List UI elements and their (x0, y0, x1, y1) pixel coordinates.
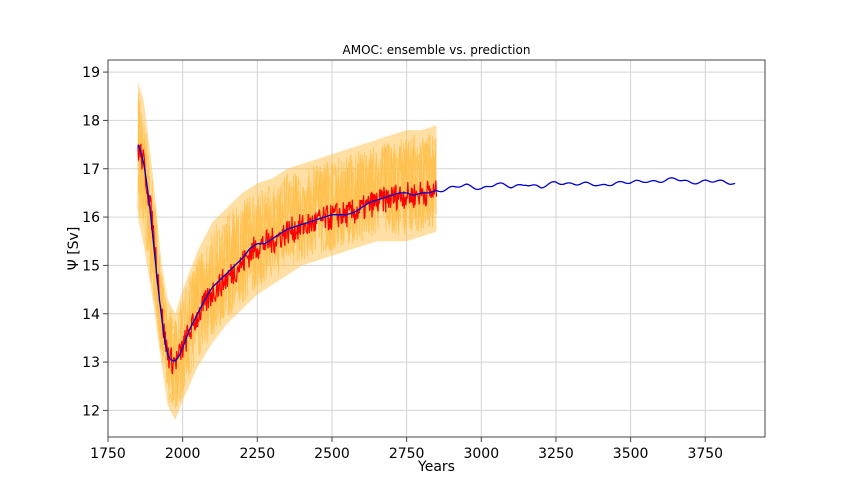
x-tick-label: 3250 (538, 446, 574, 462)
prediction-layer (137, 144, 736, 362)
x-tick-label: 1750 (90, 446, 126, 462)
y-tick-label: 19 (82, 65, 100, 81)
x-tick-label: 2500 (314, 446, 350, 462)
y-tick-label: 15 (82, 258, 100, 274)
y-tick-label: 18 (82, 113, 100, 129)
x-tick-label: 2000 (165, 446, 201, 462)
y-tick-label: 12 (82, 403, 100, 419)
x-axis-ticks: 1750 2000 2250 2500 2750 3000 3250 3500 3750 (90, 437, 723, 462)
x-axis-label: Years (417, 459, 455, 475)
plot-frame (107, 59, 766, 438)
y-tick-label: 16 (82, 210, 100, 226)
x-tick-label: 3000 (463, 446, 499, 462)
y-tick-label: 17 (82, 162, 100, 178)
y-tick-label: 13 (82, 355, 100, 371)
ensemble-mean-layer (137, 143, 438, 375)
x-tick-label: 2250 (239, 446, 275, 462)
ensemble-mean-line (137, 143, 438, 375)
y-axis-label: Ψ [Sv] (66, 227, 82, 271)
x-tick-label: 2750 (389, 446, 425, 462)
x-tick-label: 3500 (613, 446, 649, 462)
y-axis-ticks: 12 13 14 15 16 17 18 19 (82, 65, 108, 419)
y-tick-label: 14 (82, 307, 100, 323)
prediction-line (137, 144, 736, 362)
x-tick-label: 3750 (687, 446, 723, 462)
chart-title: AMOC: ensemble vs. prediction (343, 43, 531, 57)
